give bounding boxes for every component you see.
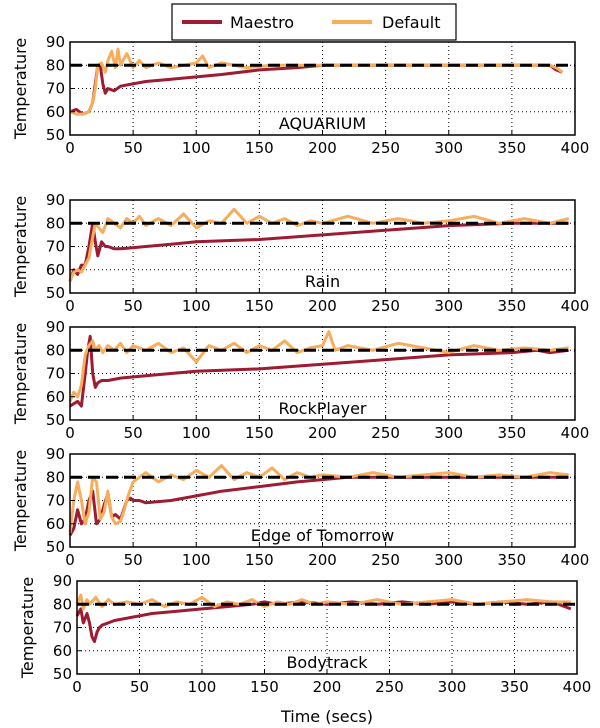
x-tick-label: 400: [561, 551, 590, 569]
x-tick-label: 400: [561, 139, 590, 157]
y-tick-label: 80: [46, 468, 65, 486]
y-tick-label: 80: [46, 214, 65, 232]
y-tick-label: 70: [46, 238, 65, 256]
x-tick-label: 200: [308, 139, 337, 157]
panel-1: 0 50 100 150 200 250 300 350 4005060708090Temper…: [11, 33, 589, 157]
x-tick-label: 300: [434, 297, 463, 315]
y-axis-label: Temperature: [11, 323, 30, 425]
x-tick-label: 200: [308, 424, 337, 442]
y-tick-label: 50: [46, 538, 65, 556]
x-tick-label: 50: [124, 297, 143, 315]
series-line-maestro: [69, 63, 563, 116]
y-tick-label: 90: [46, 445, 65, 463]
x-tick-label: 150: [245, 297, 274, 315]
series-line-maestro: [75, 600, 572, 643]
x-tick-label: 300: [434, 424, 463, 442]
panel-3: 0 50 100 150 200 250 300 350 4005060708090Temper…: [11, 318, 589, 442]
x-tick-label: 100: [188, 678, 217, 696]
y-tick-label: 90: [46, 318, 65, 336]
x-tick-label: 0: [65, 551, 75, 569]
x-tick-label: 150: [245, 551, 274, 569]
y-tick-label: 50: [46, 126, 65, 144]
x-tick-label: 150: [250, 678, 279, 696]
y-tick-label: 70: [53, 619, 72, 637]
x-tick-label: 200: [308, 297, 337, 315]
y-axis-label: Temperature: [18, 577, 37, 679]
x-tick-label: 300: [438, 678, 467, 696]
x-tick-label: 50: [124, 424, 143, 442]
x-tick-label: 0: [72, 678, 82, 696]
y-tick-label: 90: [46, 191, 65, 209]
x-tick-label: 0: [65, 139, 75, 157]
panel-title: AQUARIUM: [279, 114, 366, 133]
x-tick-label: 50: [124, 551, 143, 569]
y-tick-label: 50: [53, 665, 72, 683]
panel-title: Bodytrack: [286, 653, 368, 672]
y-tick-label: 70: [46, 80, 65, 98]
y-axis-label: Temperature: [11, 38, 30, 140]
panel-2: 0 50 100 150 200 250 300 350 4005060708090Temper…: [11, 191, 589, 315]
series-line-default: [68, 207, 570, 282]
y-tick-label: 60: [46, 388, 65, 406]
y-tick-label: 60: [53, 642, 72, 660]
y-tick-label: 50: [46, 411, 65, 429]
x-tick-label: 350: [498, 551, 527, 569]
y-axis-label: Temperature: [11, 450, 30, 552]
series-line-default: [68, 464, 569, 534]
panel-4: 0 50 100 150 200 250 300 350 4005060708090Temper…: [11, 445, 589, 569]
x-tick-label: 250: [371, 297, 400, 315]
legend: Maestro Default: [171, 3, 457, 41]
x-tick-label: 150: [245, 139, 274, 157]
x-tick-label: 400: [563, 678, 592, 696]
y-tick-label: 90: [53, 572, 72, 590]
y-tick-label: 70: [46, 492, 65, 510]
x-tick-label: 250: [375, 678, 404, 696]
x-tick-label: 100: [182, 139, 211, 157]
y-tick-label: 80: [53, 595, 72, 613]
y-tick-label: 80: [46, 56, 65, 74]
panel-title: Rain: [305, 272, 340, 291]
x-tick-label: 300: [434, 551, 463, 569]
y-axis-label: Temperature: [11, 196, 30, 298]
x-tick-label: 250: [371, 551, 400, 569]
y-tick-label: 60: [46, 515, 65, 533]
x-tick-label: 100: [182, 551, 211, 569]
y-tick-label: 80: [46, 341, 65, 359]
y-tick-label: 50: [46, 284, 65, 302]
x-tick-label: 200: [308, 551, 337, 569]
series-line-default: [68, 330, 569, 402]
series-line-maestro: [69, 334, 569, 408]
legend-label-maestro: Maestro: [230, 13, 294, 32]
x-tick-label: 50: [130, 678, 149, 696]
panels: 0 50 100 150 200 250 300 350 4005060708090Temper…: [11, 33, 591, 696]
legend-label-default: Default: [382, 13, 440, 32]
x-tick-label: 400: [561, 424, 590, 442]
panel-5: 0 50 100 150 200 250 300 350 4005060708090Temper…: [18, 572, 591, 696]
panel-title: RockPlayer: [278, 399, 366, 418]
x-tick-label: 200: [313, 678, 342, 696]
x-tick-label: 0: [65, 424, 75, 442]
x-tick-label: 350: [498, 297, 527, 315]
panel-title: Edge of Tomorrow: [251, 526, 394, 545]
x-tick-label: 250: [371, 139, 400, 157]
y-tick-label: 70: [46, 365, 65, 383]
x-tick-label: 100: [182, 297, 211, 315]
x-tick-label: 300: [434, 139, 463, 157]
y-tick-label: 60: [46, 103, 65, 121]
x-tick-label: 150: [245, 424, 274, 442]
x-axis-label: Time (secs): [280, 707, 373, 726]
x-tick-label: 250: [371, 424, 400, 442]
x-tick-label: 50: [124, 139, 143, 157]
x-tick-label: 350: [500, 678, 529, 696]
series-line-default: [75, 593, 571, 611]
y-tick-label: 90: [46, 33, 65, 51]
x-tick-label: 0: [65, 297, 75, 315]
x-tick-label: 400: [561, 297, 590, 315]
y-tick-label: 60: [46, 261, 65, 279]
x-tick-label: 350: [498, 139, 527, 157]
x-tick-label: 100: [182, 424, 211, 442]
x-tick-label: 350: [498, 424, 527, 442]
